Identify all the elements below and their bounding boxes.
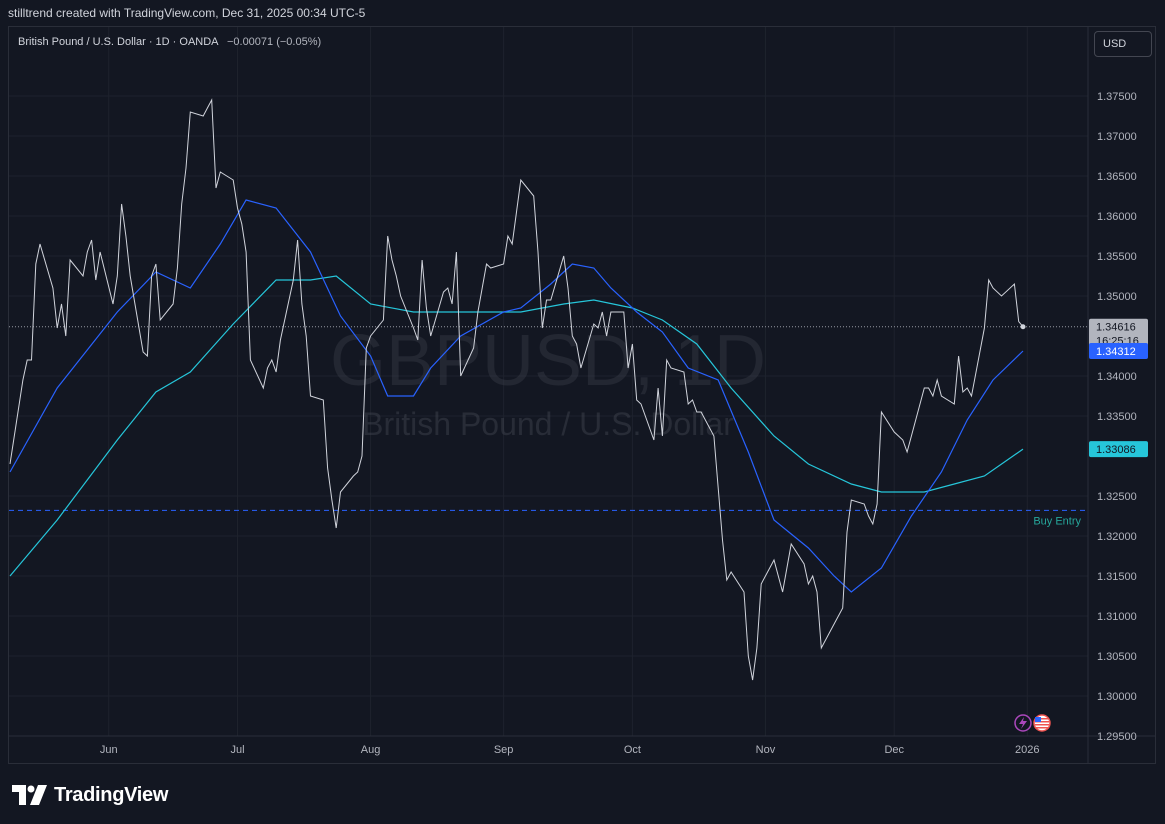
flag-stripe xyxy=(1035,718,1049,720)
price-line xyxy=(9,98,1024,681)
x-tick-label: Sep xyxy=(494,744,514,756)
tradingview-logo[interactable]: TradingView xyxy=(12,782,168,808)
flag-stripe xyxy=(1035,724,1049,726)
lightning-event-icon[interactable] xyxy=(1014,714,1032,732)
y-tick-label: 1.35000 xyxy=(1097,291,1137,303)
y-tick-label: 1.36000 xyxy=(1097,211,1137,223)
watermark-description: British Pound / U.S. Dollar xyxy=(362,406,734,442)
x-tick-label: Aug xyxy=(361,744,381,756)
tradingview-logo-icon xyxy=(12,785,47,805)
y-tick-label: 1.32500 xyxy=(1097,491,1137,503)
y-tick-label: 1.36500 xyxy=(1097,171,1137,183)
lightning-bolt xyxy=(1019,717,1027,729)
ma-slow-tag-bg xyxy=(1089,441,1148,458)
x-tick-label: 2026 xyxy=(1015,744,1039,756)
symbol-description[interactable]: British Pound / U.S. Dollar · 1D · OANDA xyxy=(18,36,218,48)
y-tick-label: 1.34000 xyxy=(1097,371,1137,383)
ma-slow-tag-value: 1.33086 xyxy=(1096,444,1136,456)
y-tick-label: 1.30000 xyxy=(1097,691,1137,703)
buy-entry-label: Buy Entry xyxy=(1033,515,1081,527)
y-tick-label: 1.31500 xyxy=(1097,571,1137,583)
x-tick-label: Nov xyxy=(756,744,776,756)
y-tick-label: 1.29500 xyxy=(1097,731,1137,743)
y-tick-label: 1.30500 xyxy=(1097,651,1137,663)
watermark-symbol: GBPUSD, 1D xyxy=(330,321,766,401)
tradingview-logo-text: TradingView xyxy=(54,783,169,806)
ma-slow-line xyxy=(9,275,1024,577)
last-price-tag-value: 1.34616 xyxy=(1096,322,1136,334)
x-tick-label: Jun xyxy=(100,744,118,756)
y-tick-label: 1.32000 xyxy=(1097,531,1137,543)
flag-stripe xyxy=(1035,727,1049,729)
us-flag-event-icon[interactable] xyxy=(1033,714,1051,732)
ma-fast-line xyxy=(9,199,1024,593)
last-price-dot xyxy=(1020,324,1026,330)
x-tick-label: Jul xyxy=(230,744,244,756)
symbol-legend[interactable]: British Pound / U.S. Dollar · 1D · OANDA… xyxy=(18,36,321,48)
chart-credit: stilltrend created with TradingView.com,… xyxy=(0,0,1165,26)
series xyxy=(9,98,1088,681)
y-tick-label: 1.33500 xyxy=(1097,411,1137,423)
last-price-tag-bg xyxy=(1089,318,1148,349)
currency-button[interactable]: USD xyxy=(1094,31,1152,57)
watermark: GBPUSD, 1D British Pound / U.S. Dollar xyxy=(330,321,766,442)
x-tick-label: Dec xyxy=(884,744,904,756)
y-tick-label: 1.31000 xyxy=(1097,611,1137,623)
price-change: −0.00071 (−0.05%) xyxy=(226,36,322,48)
x-tick-label: Oct xyxy=(624,744,641,756)
chart-frame xyxy=(8,26,1156,764)
axes: 1.37500 1.37000 1.36500 1.36000 1.35500 1.350… xyxy=(9,27,1156,763)
y-tick-label: 1.35500 xyxy=(1097,251,1137,263)
flag-stripe xyxy=(1035,721,1049,723)
ma-fast-tag-value: 1.34312 xyxy=(1096,346,1136,358)
buy-entry-line-group[interactable]: Buy Entry xyxy=(9,509,1088,527)
ma-fast-tag-bg xyxy=(1089,343,1148,360)
y-tick-label: 1.37500 xyxy=(1097,91,1137,103)
event-markers[interactable] xyxy=(1014,714,1051,732)
flag-canton xyxy=(1035,717,1041,722)
y-tick-label: 1.37000 xyxy=(1097,131,1137,143)
